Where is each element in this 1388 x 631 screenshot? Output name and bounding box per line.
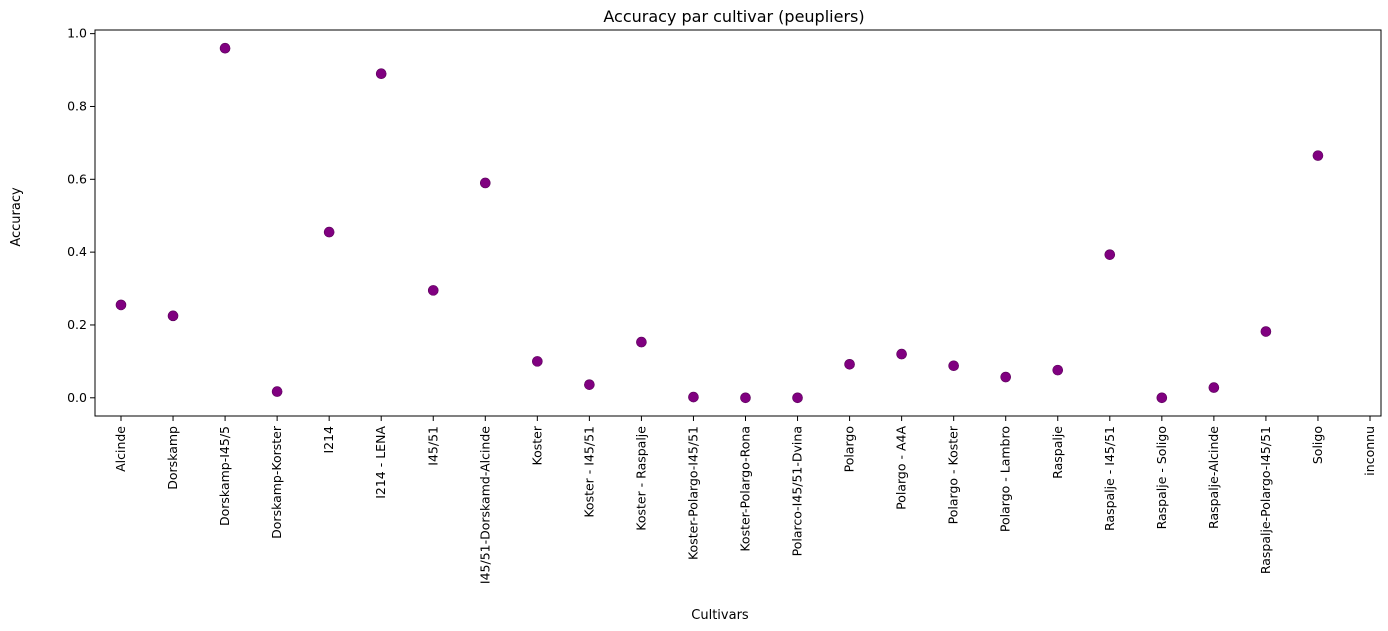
x-tick-label: I214 - LENA	[373, 426, 388, 499]
data-point	[688, 391, 699, 403]
y-tick-label: 1.0	[67, 26, 87, 41]
x-tick-label: Koster - I45/51	[581, 426, 596, 518]
x-tick-label: Koster-Polargo-Rona	[738, 426, 753, 552]
y-tick-label: 0.2	[67, 317, 87, 332]
x-tick-label: Dorskamp	[165, 426, 180, 490]
x-tick-label: Dorskamp-I45/5	[217, 426, 232, 526]
y-tick-label: 0.8	[67, 98, 87, 113]
data-point	[375, 68, 387, 79]
y-tick-label: 0.4	[67, 244, 87, 259]
x-tick-label: Raspalje - I45/51	[1102, 426, 1117, 531]
x-tick-label: Soligo	[1310, 426, 1325, 464]
data-point	[1104, 249, 1116, 260]
data-point	[792, 392, 803, 404]
data-point	[948, 360, 959, 372]
data-point	[323, 226, 335, 238]
chart-title: Accuracy par cultivar (peupliers)	[603, 7, 864, 26]
data-point	[1052, 364, 1064, 376]
data-point	[896, 348, 907, 360]
x-tick-label: Dorskamp-Korster	[269, 425, 284, 539]
data-point	[740, 392, 751, 404]
y-axis-label: Accuracy	[9, 187, 24, 247]
data-point	[532, 356, 543, 367]
data-point	[219, 42, 231, 54]
data-point	[115, 299, 127, 311]
data-point	[167, 310, 179, 322]
data-point	[584, 379, 595, 390]
data-point	[844, 358, 855, 370]
x-tick-label: Polargo - A4A	[894, 426, 909, 510]
data-point	[1000, 371, 1012, 383]
x-tick-label: Alcinde	[113, 426, 128, 472]
x-tick-label: Koster-Polargo-I45/51	[685, 426, 700, 560]
data-point	[427, 285, 439, 296]
data-point	[1260, 326, 1272, 337]
x-tick-label: inconnu	[1362, 426, 1377, 476]
x-tick-label: Raspalje-Polargo-I45/51	[1258, 426, 1273, 574]
x-tick-label: Polargo - Lambro	[998, 426, 1013, 532]
x-tick-label: Raspalje-Alcinde	[1206, 426, 1221, 529]
x-tick-label: I214	[321, 426, 336, 454]
data-point	[271, 386, 283, 397]
x-tick-label: Raspalje	[1050, 426, 1065, 479]
x-tick-label: Polargo	[842, 426, 857, 472]
plot-frame	[94, 29, 1382, 417]
y-tick-label: 0.6	[67, 171, 87, 186]
x-tick-label: Raspalje - Soligo	[1154, 426, 1169, 529]
data-point	[1312, 150, 1324, 161]
data-point	[1208, 382, 1220, 393]
x-tick-label: Polargo - Koster	[946, 425, 961, 524]
x-tick-label: Koster - Raspalje	[633, 426, 648, 531]
x-tick-label: I45/51	[425, 426, 440, 466]
x-tick-label: I45/51-Dorskamd-Alcinde	[477, 426, 492, 584]
data-point	[636, 336, 647, 348]
data-point	[1156, 392, 1168, 404]
plot-area: 0.0 0.2 0.4 0.6 0.8 1.0 Alcinde Dorskamp Dorskam…	[67, 26, 1382, 584]
x-tick-label: Koster	[529, 425, 544, 465]
x-tick-label: Polarco-I45/51-Dvina	[790, 426, 805, 556]
data-point	[479, 177, 491, 189]
y-tick-label: 0.0	[67, 390, 87, 405]
x-axis-label: Cultivars	[691, 608, 749, 623]
